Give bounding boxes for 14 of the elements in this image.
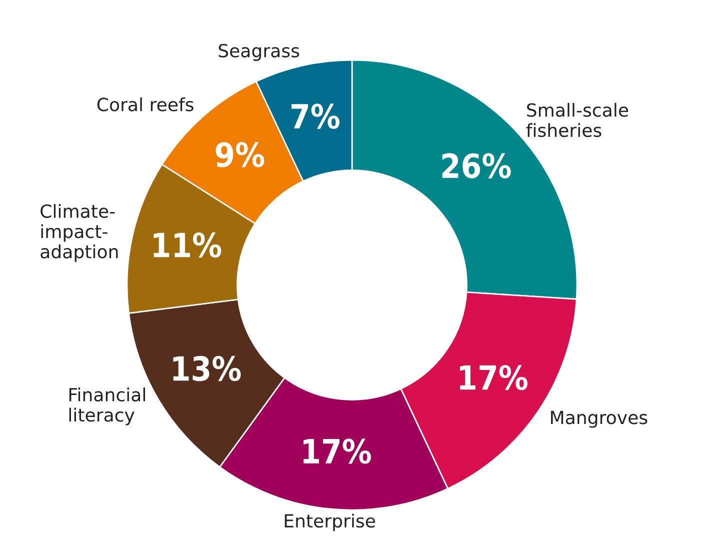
slice-label: Small-scale fisheries [526, 102, 628, 138]
slice-label: Enterprise [284, 514, 376, 532]
slice-label: Mangroves [551, 410, 648, 428]
data-label: 7% [291, 104, 340, 129]
data-label: 13% [173, 356, 241, 382]
data-label: 17% [460, 364, 528, 390]
slice-label: Coral reefs [97, 97, 194, 112]
slice-label: Financial literacy [69, 388, 146, 426]
data-label: 26% [442, 153, 511, 178]
data-label: 9% [216, 142, 264, 168]
data-label: 17% [304, 438, 371, 464]
slice-label: Climate- impact- adaption [40, 204, 118, 262]
data-label: 11% [154, 232, 222, 258]
slice-label: Seagrass [218, 44, 300, 61]
